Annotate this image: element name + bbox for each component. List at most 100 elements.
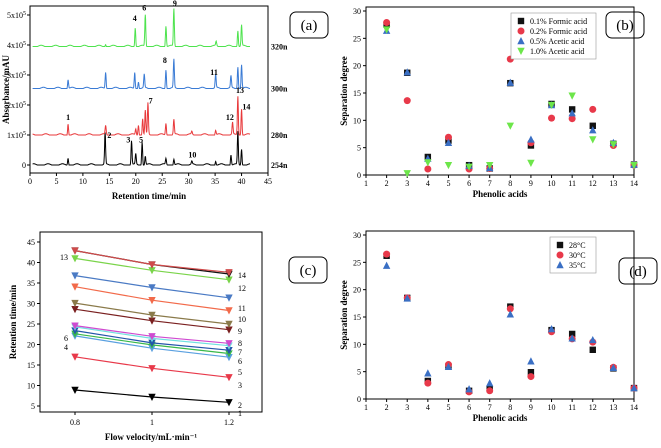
acid-separation-svg: 1 2 3 4 5 6 7 8 9 10 11 12 13 14051015202530Phenolic … <box>339 6 645 199</box>
data-point <box>630 161 638 170</box>
chromatogram-trace-300n <box>32 58 250 89</box>
x-tick-label: 9 <box>529 403 533 412</box>
plot-frame <box>29 5 269 174</box>
peak-label: 14 <box>242 103 250 112</box>
data-point <box>225 340 233 348</box>
data-point <box>225 326 233 334</box>
trace-label: 280n <box>271 131 288 140</box>
data-point <box>71 327 79 335</box>
data-point <box>71 299 79 308</box>
legend-label: 28°C <box>569 241 586 250</box>
x-tick-label: 7 <box>488 403 492 412</box>
data-point <box>568 334 576 342</box>
legend-marker <box>556 251 564 259</box>
trace-label: 254n <box>271 161 288 170</box>
data-point <box>444 362 453 370</box>
panel-label-box <box>288 256 328 284</box>
data-point <box>148 284 156 292</box>
legend-label: 0.5% Acetic acid <box>530 37 584 46</box>
y-tick-label: 0 <box>357 395 361 404</box>
y-axis-label: Separation degree <box>339 280 349 350</box>
peak-label: 11 <box>210 68 218 77</box>
y-tick-label: 10 <box>27 382 35 391</box>
data-point <box>465 163 473 171</box>
data-point <box>589 136 597 144</box>
x-tick-label: 25 <box>158 177 166 186</box>
data-point <box>547 325 556 333</box>
data-point <box>225 347 233 355</box>
x-tick-label: 14 <box>630 179 638 188</box>
data-point <box>589 335 597 344</box>
x-axis-label: Retention time/min <box>112 191 186 201</box>
y-tick-label: 40 <box>27 259 35 268</box>
plot-frame <box>39 231 263 413</box>
x-tick-label: 0.8 <box>70 418 80 427</box>
panel-c-flow-velocity: 0.8 1 1.2 5 10 15 20 25 30 35 40 45 Flow velocity/mL… <box>0 224 330 448</box>
data-point <box>71 353 79 361</box>
legend-label: 0.2% Formic acid <box>530 27 587 36</box>
y-tick-label: 10 <box>353 116 361 125</box>
data-point <box>589 122 596 129</box>
peak-label: 2 <box>107 131 111 140</box>
peak-label: 13 <box>236 86 244 95</box>
legend-marker <box>517 17 525 25</box>
data-point <box>568 330 576 338</box>
data-point <box>403 294 411 302</box>
data-point <box>444 161 453 170</box>
data-point <box>225 294 233 302</box>
data-point <box>486 387 494 395</box>
data-point <box>225 320 233 328</box>
x-tick-label: 10 <box>548 179 556 188</box>
data-point <box>424 379 432 387</box>
data-point <box>547 101 556 110</box>
data-point <box>148 267 156 275</box>
y-tick-label: 5x105 <box>7 11 26 20</box>
y-tick-label: 25 <box>353 34 361 43</box>
y-tick-label: 5 <box>357 368 361 377</box>
y-tick-label: 45 <box>27 238 35 247</box>
data-point <box>71 247 79 255</box>
data-point <box>527 357 535 365</box>
data-point <box>71 272 79 280</box>
x-tick-label: 11 <box>568 403 576 412</box>
y-tick-label: 5 <box>31 402 35 411</box>
data-point <box>148 333 156 341</box>
x-tick-label: 0 <box>28 177 32 186</box>
data-point <box>148 365 156 373</box>
legend-marker <box>556 261 564 269</box>
data-point <box>225 307 233 315</box>
data-point <box>568 109 576 117</box>
data-point <box>424 159 432 167</box>
data-point <box>71 386 79 395</box>
data-point <box>424 165 432 173</box>
y-tick-label: 5 <box>357 144 361 153</box>
data-point <box>225 374 233 382</box>
peak-label: 3 <box>126 136 130 145</box>
data-point <box>589 126 597 134</box>
y-tick-label: 2x105 <box>7 101 26 110</box>
legend-marker <box>517 47 525 55</box>
y-tick-label: 20 <box>27 341 35 350</box>
trace-label: 320n <box>271 43 288 52</box>
data-point <box>383 18 391 26</box>
series-end-label: 5 <box>238 368 242 377</box>
data-point <box>383 250 391 258</box>
data-point <box>225 269 233 277</box>
data-point <box>71 322 79 330</box>
x-tick-label: 1.2 <box>224 418 234 427</box>
y-tick-label: 3x105 <box>7 71 26 80</box>
data-point <box>71 283 79 291</box>
x-tick-label: 8 <box>508 403 512 412</box>
data-point <box>148 393 156 401</box>
x-tick-label: 14 <box>630 403 638 412</box>
panel-a-chromatogram: 0 5 10 15 20 25 30 35 40 45 0 1x105 2x105 3x105 4x105 5… <box>0 0 330 224</box>
series-end-label: 3 <box>238 381 242 390</box>
y-axis-label: Retention time/min <box>8 285 18 359</box>
trace-label: 300n <box>271 85 288 94</box>
data-point <box>225 276 233 284</box>
series-end-label: 2 <box>238 401 242 410</box>
data-point <box>225 354 233 362</box>
series-end-label: 6 <box>238 357 242 366</box>
